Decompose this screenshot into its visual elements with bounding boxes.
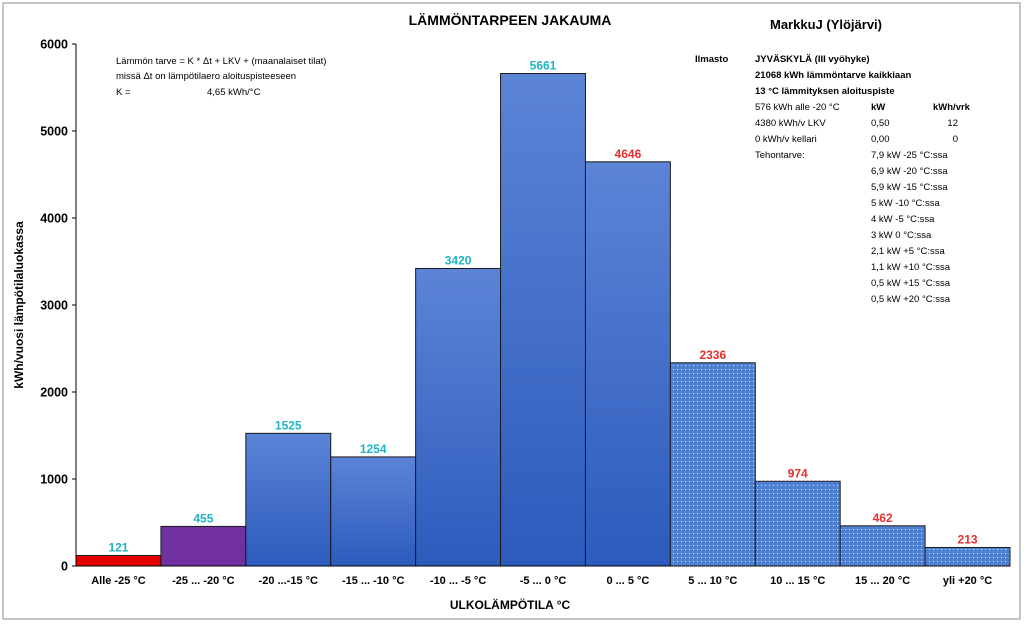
x-tick-label-1: -25 ... -20 °C: [172, 575, 235, 587]
x-tick-label-5: -5 ... 0 °C: [520, 575, 567, 587]
y-tick-label-5: 5000: [40, 125, 68, 139]
value-labels-group: 121 455 1525 1254 3420 5661 4646 2336 974 462 213: [108, 58, 977, 554]
power-line-9: 0,5 kW +20 °C:ssa: [871, 294, 951, 305]
y-tick-label-3: 3000: [40, 299, 68, 313]
x-axis-label: ULKOLÄMPÖTILA °C: [450, 597, 571, 612]
info-power-label: Tehontarve:: [755, 150, 805, 161]
bar-value-label-7: 2336: [699, 348, 726, 362]
x-tick-label-3: -15 ... -10 °C: [342, 575, 405, 587]
power-line-6: 2,1 kW +5 °C:ssa: [871, 246, 945, 257]
info-kellari-label: 0 kWh/v kellari: [755, 134, 817, 145]
info-climate-label: Ilmasto: [695, 54, 728, 65]
info-lkv-label: 4380 kWh/v LKV: [755, 118, 826, 129]
formula-k-label: K =: [116, 87, 131, 98]
bar-3: [330, 456, 417, 567]
chart-author: MarkkuJ (Ylöjärvi): [770, 17, 882, 32]
bar-value-label-8: 974: [788, 466, 808, 480]
y-axis-label: kWh/vuosi lämpötilaluokassa: [12, 221, 26, 389]
info-below20: 576 kWh alle -20 °C: [755, 102, 840, 113]
power-line-1: 6,9 kW -20 °C:ssa: [871, 166, 948, 177]
x-tick-label-8: 10 ... 15 °C: [770, 575, 825, 587]
y-tick-label-6: 6000: [40, 38, 68, 52]
info-col-kwhvrk: kWh/vrk: [933, 102, 971, 113]
bar-value-label-1: 455: [193, 511, 213, 525]
bar-value-label-0: 121: [108, 540, 128, 554]
info-climate-value: JYVÄSKYLÄ (III vyöhyke): [755, 54, 870, 65]
bar-value-label-9: 462: [873, 511, 893, 525]
x-tick-label-9: 15 ... 20 °C: [855, 575, 910, 587]
info-lkv-kwhvrk: 12: [947, 118, 958, 129]
bar-9: [839, 525, 926, 567]
x-tick-label-7: 5 ... 10 °C: [688, 575, 737, 587]
bar-8: [754, 480, 841, 567]
bar-5: [500, 72, 586, 567]
bar-0: [75, 554, 162, 567]
power-line-8: 0,5 kW +15 °C:ssa: [871, 278, 951, 289]
bars-group: [75, 72, 1011, 567]
info-lkv-kw: 0,50: [871, 118, 890, 129]
bar-7: [669, 362, 756, 567]
formula-line2: missä Δt on lämpötilaero aloituspisteese…: [116, 71, 296, 82]
y-tick-label-0: 0: [61, 560, 68, 574]
info-total: 21068 kWh lämmöntarve kaikkiaan: [755, 70, 912, 81]
bar-value-label-10: 213: [958, 532, 978, 546]
bar-2: [245, 432, 332, 567]
bar-value-label-3: 1254: [360, 442, 387, 456]
power-line-3: 5 kW -10 °C:ssa: [871, 198, 940, 209]
y-tick-label-4: 4000: [40, 212, 68, 226]
power-line-4: 4 kW -5 °C:ssa: [871, 214, 935, 225]
x-tick-labels-group: Alle -25 °C -25 ... -20 °C -20 ...-15 °C -1…: [91, 575, 992, 587]
info-kellari-kw: 0,00: [871, 134, 890, 145]
power-line-5: 3 kW 0 °C:ssa: [871, 230, 932, 241]
bar-4: [415, 267, 502, 567]
power-line-0: 7,9 kW -25 °C:ssa: [871, 150, 948, 161]
y-tick-label-1: 1000: [40, 473, 68, 487]
info-start-point: 13 °C lämmityksen aloituspiste: [755, 86, 895, 97]
bar-value-label-4: 3420: [445, 253, 472, 267]
bar-value-label-5: 5661: [530, 58, 557, 72]
power-lines: 7,9 kW -25 °C:ssa 6,9 kW -20 °C:ssa 5,9 kW…: [871, 150, 951, 305]
bar-10: [924, 546, 1011, 567]
y-tick-label-2: 2000: [40, 386, 68, 400]
bar-1: [160, 525, 247, 567]
chart-title: LÄMMÖNTARPEEN JAKAUMA: [409, 12, 612, 28]
x-tick-label-10: yli +20 °C: [943, 575, 992, 587]
power-line-2: 5,9 kW -15 °C:ssa: [871, 182, 948, 193]
formula-k-value: 4,65 kWh/°C: [207, 87, 261, 98]
formula-line1: Lämmön tarve = K * Δt + LKV + (maanalais…: [116, 56, 326, 67]
x-tick-label-2: -20 ...-15 °C: [259, 575, 318, 587]
x-tick-label-4: -10 ... -5 °C: [430, 575, 486, 587]
y-tick-labels-group: 0 1000 2000 3000 4000 5000 6000: [40, 38, 76, 574]
bar-6: [584, 161, 671, 567]
power-line-7: 1,1 kW +10 °C:ssa: [871, 262, 951, 273]
info-col-kw: kW: [871, 102, 885, 113]
bar-value-label-2: 1525: [275, 418, 302, 432]
info-kellari-kwhvrk: 0: [953, 134, 958, 145]
x-tick-label-6: 0 ... 5 °C: [606, 575, 649, 587]
bar-value-label-6: 4646: [615, 147, 642, 161]
x-tick-label-0: Alle -25 °C: [91, 575, 146, 587]
